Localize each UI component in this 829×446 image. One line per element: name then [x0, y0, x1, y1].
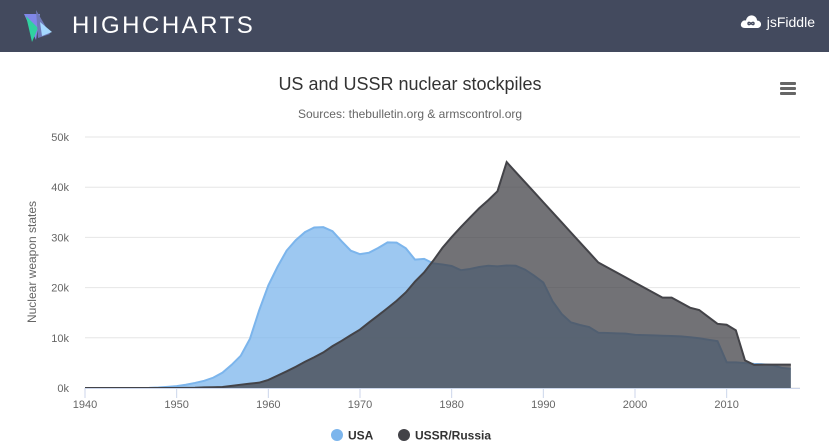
legend-item-usa[interactable]: USA: [331, 429, 374, 443]
jsfiddle-link[interactable]: jsFiddle: [740, 14, 815, 30]
y-tick-label: 40k: [51, 182, 69, 194]
x-tick-label: 1960: [256, 399, 280, 411]
top-bar: HIGHCHARTS jsFiddle: [0, 0, 829, 52]
y-tick-label: 30k: [51, 232, 69, 244]
y-tick-label: 50k: [51, 132, 69, 144]
x-tick-label: 2000: [623, 399, 647, 411]
chart-subtitle: Sources: thebulletin.org & armscontrol.o…: [298, 107, 522, 121]
x-tick-label: 1970: [348, 399, 372, 411]
legend-item-ussr-russia[interactable]: USSR/Russia: [398, 429, 491, 443]
brand-name: HIGHCHARTS: [72, 12, 256, 39]
y-tick-label: 20k: [51, 283, 69, 295]
y-axis-title: Nuclear weapon states: [25, 201, 39, 323]
legend-symbol: [331, 429, 343, 441]
y-tick-label: 10k: [51, 333, 69, 345]
legend-symbol: [398, 429, 410, 441]
x-tick-label: 1950: [164, 399, 188, 411]
brand[interactable]: HIGHCHARTS: [22, 8, 255, 44]
legend-label: USA: [348, 429, 374, 443]
cloud-infinity-icon: [740, 15, 761, 28]
chart-title: US and USSR nuclear stockpiles: [278, 74, 541, 94]
jsfiddle-label: jsFiddle: [766, 14, 815, 30]
legend-label: USSR/Russia: [415, 429, 491, 443]
highcharts-logo-icon: [24, 10, 52, 42]
x-tick-label: 2010: [714, 399, 738, 411]
line-ussr-russia[interactable]: [85, 160, 791, 389]
x-tick-label: 1990: [531, 399, 555, 411]
x-tick-label: 1940: [73, 399, 97, 411]
plot-areas: [85, 160, 791, 389]
x-tick-label: 1980: [439, 399, 463, 411]
y-tick-label: 0k: [57, 383, 69, 395]
axes: 0k 10k 20k 30k 40k 50k 1940 1950 1960 1970 1980 199…: [51, 132, 800, 411]
hamburger-menu-icon[interactable]: [778, 80, 798, 96]
area-ussr-russia[interactable]: [85, 162, 791, 388]
legend[interactable]: USA USSR/Russia: [331, 429, 491, 443]
